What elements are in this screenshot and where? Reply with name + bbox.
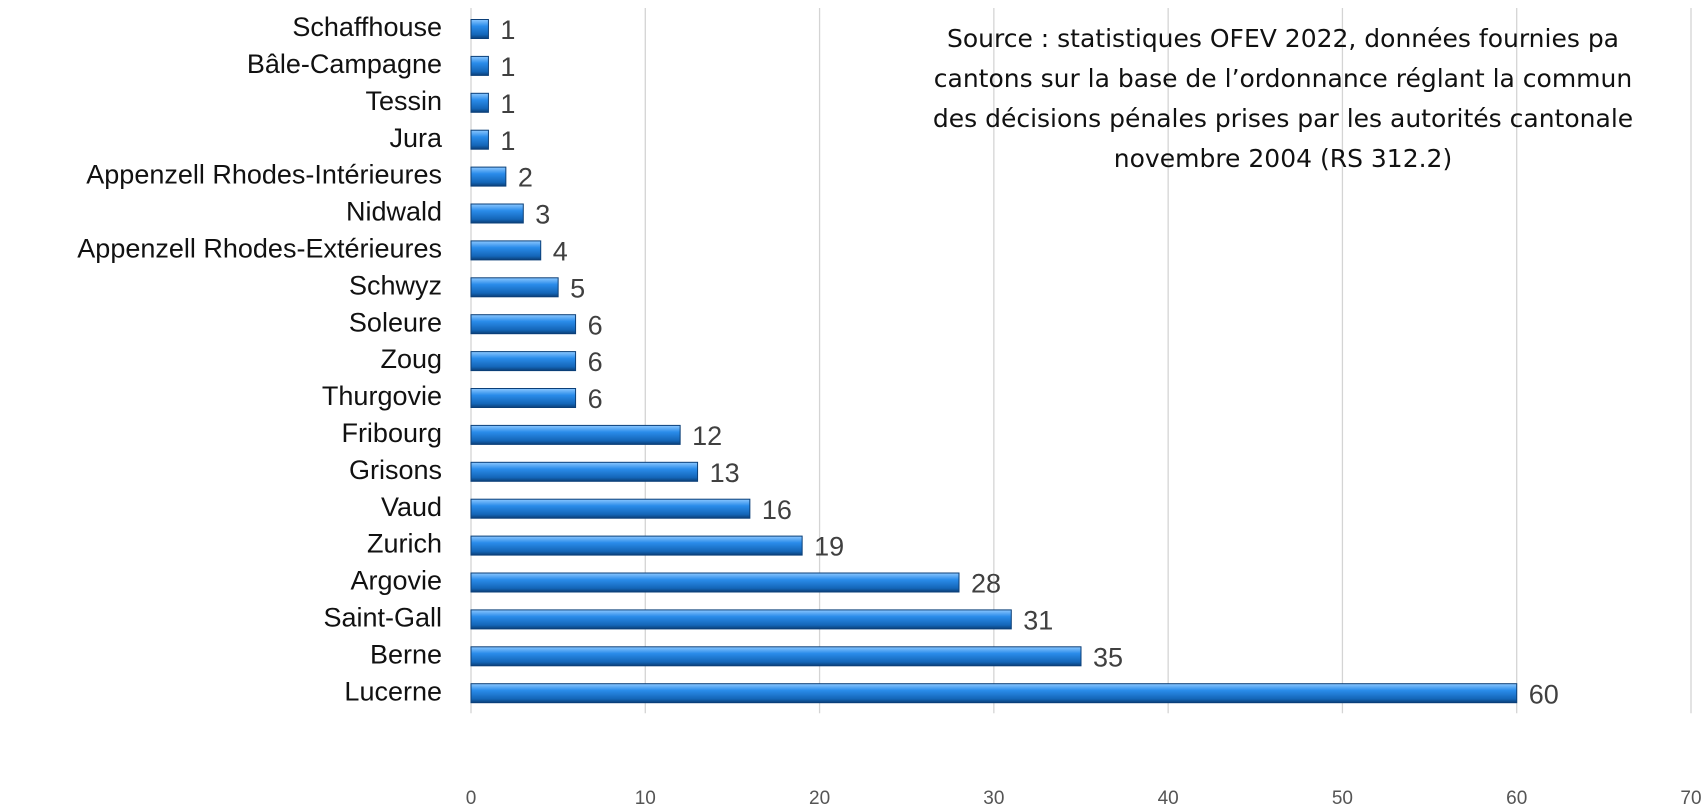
bar (470, 572, 960, 593)
source-note: des décisions pénales prises par les aut… (933, 104, 1633, 133)
value-label: 19 (814, 532, 844, 562)
value-label: 1 (500, 89, 515, 119)
category-label: Schaffhouse (292, 12, 442, 42)
bar (470, 498, 751, 519)
category-label: Jura (389, 123, 443, 153)
category-label: Grisons (349, 455, 442, 485)
x-tick-label: 70 (1680, 788, 1701, 809)
x-tick-label: 30 (983, 788, 1004, 809)
value-label: 2 (518, 163, 533, 193)
source-note: cantons sur la base de l’ordonnance régl… (934, 64, 1632, 93)
bar (470, 19, 489, 39)
value-label: 6 (588, 310, 603, 340)
category-label: Saint-Gall (323, 603, 442, 633)
category-label: Zurich (367, 529, 442, 559)
category-label: Argovie (350, 566, 442, 596)
category-label: Tessin (365, 86, 442, 116)
bar (470, 166, 507, 187)
bar (470, 388, 577, 408)
bar (470, 609, 1012, 630)
value-label: 3 (535, 200, 550, 230)
value-label: 1 (500, 126, 515, 156)
category-label: Bâle-Campagne (247, 49, 442, 79)
bar (470, 646, 1082, 667)
category-label: Lucerne (344, 676, 442, 706)
value-label: 60 (1529, 679, 1559, 709)
bar (470, 424, 681, 445)
category-label: Thurgovie (322, 381, 442, 411)
value-label: 4 (553, 237, 568, 267)
bar (470, 535, 803, 556)
category-label: Nidwald (346, 197, 442, 227)
bar (470, 240, 542, 261)
category-label: Schwyz (349, 270, 442, 300)
value-label: 28 (971, 569, 1001, 599)
x-tick-label: 50 (1332, 788, 1353, 809)
value-label: 6 (588, 347, 603, 377)
x-tick-label: 0 (466, 788, 477, 809)
bar (470, 203, 524, 224)
bar (470, 92, 489, 113)
x-tick-label: 40 (1158, 788, 1179, 809)
x-tick-label: 10 (635, 788, 656, 809)
x-tick-label: 20 (809, 788, 830, 809)
category-label: Appenzell Rhodes-Extérieures (77, 234, 442, 264)
source-note: novembre 2004 (RS 312.2) (1114, 144, 1452, 173)
x-tick-label: 60 (1506, 788, 1527, 809)
value-label: 35 (1093, 642, 1123, 672)
category-label: Zoug (380, 344, 442, 374)
value-label: 1 (500, 15, 515, 45)
bar (470, 683, 1518, 704)
bar (470, 351, 577, 372)
bar (470, 277, 559, 298)
value-label: 6 (588, 384, 603, 414)
bar (470, 314, 577, 335)
value-label: 16 (762, 495, 792, 525)
bar (470, 461, 699, 482)
value-label: 1 (500, 52, 515, 82)
category-label: Berne (370, 639, 442, 669)
bar (470, 129, 489, 150)
source-note: Source : statistiques OFEV 2022, données… (947, 24, 1619, 53)
value-label: 13 (710, 458, 740, 488)
category-label: Appenzell Rhodes-Intérieures (86, 160, 442, 190)
value-label: 12 (692, 421, 722, 451)
bar (470, 55, 489, 76)
category-label: Fribourg (341, 418, 442, 448)
value-label: 5 (570, 273, 585, 303)
category-label: Soleure (349, 307, 442, 337)
category-label: Vaud (381, 492, 442, 522)
value-label: 31 (1023, 606, 1053, 636)
